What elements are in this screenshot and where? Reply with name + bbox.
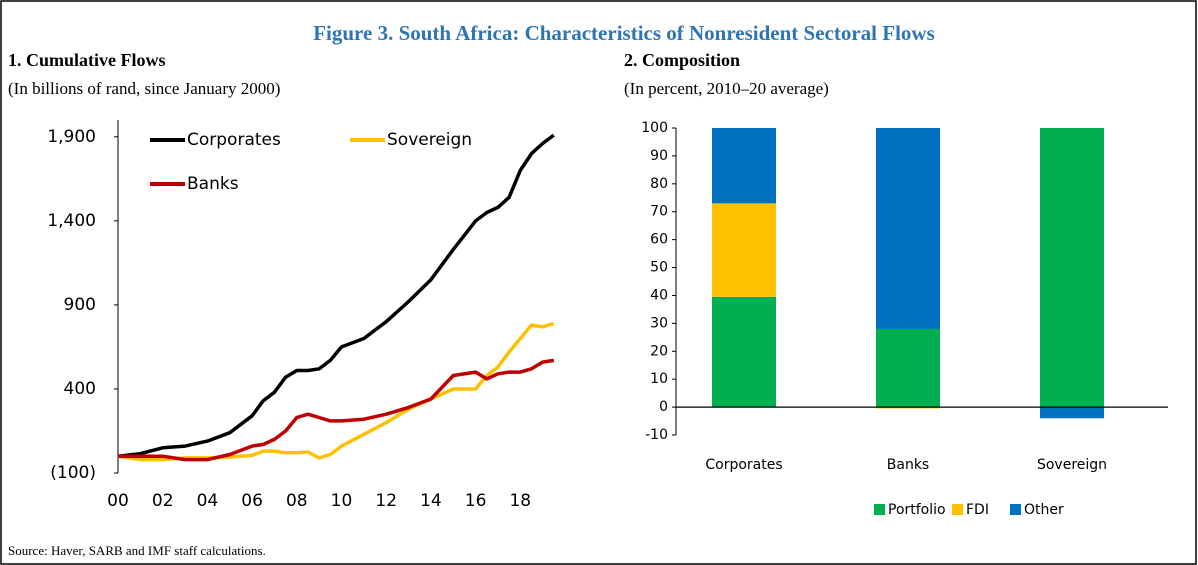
bar-segment: [1040, 128, 1104, 408]
panel-subtitle: (In percent, 2010–20 average): [624, 79, 829, 98]
line-series: [117, 133, 555, 458]
y-tick-label: 40: [650, 287, 668, 303]
y-tick-label: 80: [650, 176, 668, 192]
legend-label: FDI: [966, 502, 989, 518]
bar-segment: [876, 328, 940, 408]
y-tick-label: 0: [659, 399, 668, 415]
y-tick-label: 50: [650, 260, 668, 276]
legend-label: Portfolio: [888, 502, 946, 518]
bar-segment: [712, 296, 776, 408]
legend-label: Banks: [187, 174, 239, 194]
y-tick-label: -10: [645, 427, 668, 443]
legend-swatch: [1010, 504, 1021, 515]
x-tick-label: 18: [509, 491, 531, 511]
source-note: Source: Haver, SARB and IMF staff calcul…: [8, 543, 266, 558]
y-tick-label: 90: [650, 148, 668, 164]
figure-title: Figure 3. South Africa: Characteristics …: [313, 21, 935, 45]
y-tick-label: 900: [64, 295, 96, 315]
x-tick-label: 12: [375, 491, 397, 511]
y-tick-label: 100: [641, 120, 668, 136]
x-tick-label: 16: [465, 491, 487, 511]
line-series: [117, 321, 555, 462]
x-tick-label: Sovereign: [1037, 457, 1107, 473]
panel-title: 2. Composition: [624, 50, 740, 70]
y-tick-label: 10: [650, 371, 668, 387]
y-tick-label: 1,900: [47, 127, 96, 147]
x-tick-label: 10: [331, 491, 353, 511]
x-tick-label: 04: [197, 491, 219, 511]
y-tick-label: 400: [64, 379, 96, 399]
x-tick-label: Corporates: [705, 457, 782, 473]
y-tick-label: 30: [650, 315, 668, 331]
y-tick-label: 60: [650, 232, 668, 248]
y-tick-label: 1,400: [47, 211, 96, 231]
bar-segment: [1040, 407, 1104, 419]
bar-segment: [876, 128, 940, 329]
x-tick-label: 00: [107, 491, 129, 511]
y-tick-label: (100): [50, 463, 96, 483]
legend-swatch: [874, 504, 885, 515]
bar-segment: [876, 407, 940, 409]
bar-segment: [712, 203, 776, 297]
legend-label: Sovereign: [387, 130, 472, 150]
panel-title: 1. Cumulative Flows: [8, 50, 166, 70]
y-tick-label: 20: [650, 343, 668, 359]
panel-subtitle: (In billions of rand, since January 2000…: [8, 79, 280, 98]
legend-label: Other: [1024, 502, 1064, 518]
legend-label: Corporates: [187, 130, 281, 150]
x-tick-label: Banks: [887, 457, 929, 473]
line-series: [118, 358, 555, 462]
x-tick-label: 06: [241, 491, 263, 511]
x-tick-label: 14: [420, 491, 442, 511]
y-tick-label: 70: [650, 204, 668, 220]
legend-swatch: [952, 504, 963, 515]
x-tick-label: 02: [152, 491, 174, 511]
x-tick-label: 08: [286, 491, 308, 511]
bar-segment: [712, 128, 776, 204]
